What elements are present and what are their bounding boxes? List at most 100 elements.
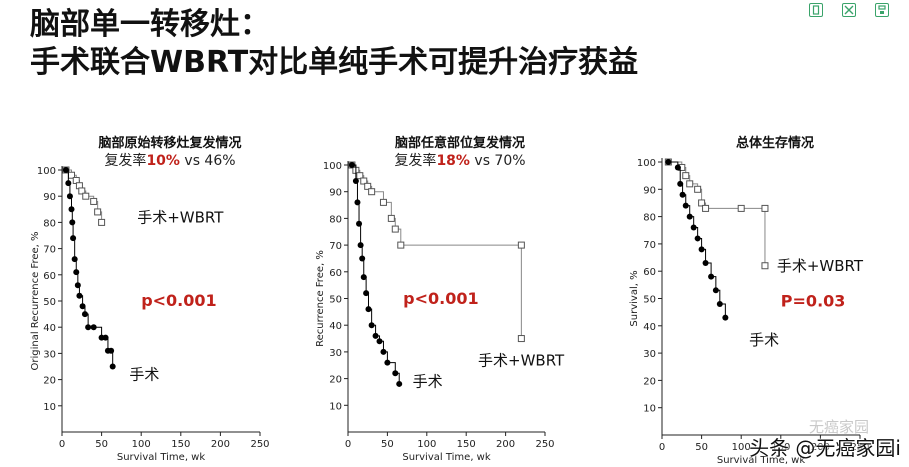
data-point-wbrt — [698, 199, 706, 207]
y-tick-label: 40 — [329, 321, 342, 332]
y-tick-label: 70 — [329, 241, 342, 252]
data-point-surgery — [694, 235, 701, 242]
y-tick-label: 30 — [329, 348, 342, 359]
x-tick-label: 50 — [695, 442, 708, 453]
save-icon[interactable] — [875, 3, 890, 17]
y-tick-label: 10 — [643, 404, 656, 415]
y-tick-label: 90 — [643, 185, 656, 196]
y-axis-label: Recurrence Free, % — [315, 250, 326, 347]
data-point-wbrt — [364, 182, 372, 190]
copy-icon[interactable] — [808, 3, 823, 17]
y-tick-label: 40 — [643, 322, 656, 333]
data-point-surgery — [396, 380, 403, 387]
y-tick-label: 50 — [643, 295, 656, 306]
data-point-surgery — [68, 206, 75, 213]
x-tick-label: 0 — [345, 439, 351, 450]
data-point-wbrt — [368, 188, 376, 196]
x-tick-label: 100 — [732, 442, 751, 453]
data-point-surgery — [679, 191, 686, 198]
data-point-wbrt — [737, 204, 745, 212]
y-tick-label: 100 — [323, 161, 342, 172]
x-tick-label: 150 — [457, 439, 476, 450]
p-value: P=0.03 — [781, 292, 846, 311]
data-point-wbrt — [387, 214, 395, 222]
data-point-wbrt — [397, 241, 405, 249]
data-point-surgery — [712, 287, 719, 294]
title-line-2: 手术联合WBRT对比单纯手术可提升治疗获益 — [30, 45, 639, 80]
data-point-surgery — [356, 220, 363, 227]
data-point-surgery — [690, 224, 697, 231]
y-tick-label: 60 — [43, 271, 56, 282]
data-point-surgery — [380, 348, 387, 355]
y-tick-label: 80 — [329, 214, 342, 225]
data-point-surgery — [357, 242, 364, 249]
data-point-surgery — [363, 290, 370, 297]
series-line-wbrt — [351, 164, 522, 339]
data-point-surgery — [359, 255, 366, 262]
series-label: 手术+WBRT — [777, 257, 864, 275]
data-point-surgery — [66, 193, 73, 200]
data-point-wbrt — [356, 172, 364, 180]
data-point-surgery — [716, 300, 723, 307]
y-tick-label: 60 — [329, 268, 342, 279]
series-label: 手术 — [413, 373, 443, 391]
data-point-surgery — [677, 180, 684, 187]
data-point-wbrt — [682, 172, 690, 180]
data-point-surgery — [368, 322, 375, 329]
data-point-surgery — [682, 202, 689, 209]
x-tick-label: 50 — [95, 439, 108, 450]
data-point-surgery — [79, 303, 86, 310]
x-tick-label: 100 — [417, 439, 436, 450]
data-point-wbrt — [517, 241, 525, 249]
data-point-surgery — [372, 332, 379, 339]
data-point-surgery — [76, 292, 83, 299]
y-tick-label: 20 — [329, 375, 342, 386]
x-tick-label: 200 — [496, 439, 515, 450]
data-point-surgery — [360, 274, 367, 281]
data-point-wbrt — [761, 262, 769, 270]
y-tick-label: 40 — [43, 323, 56, 334]
y-tick-label: 100 — [637, 158, 656, 169]
y-tick-label: 80 — [43, 218, 56, 229]
chart-subtitle: 复发率18% vs 70% — [394, 152, 525, 169]
data-point-wbrt — [82, 192, 90, 200]
y-axis-label: Original Recurrence Free, % — [30, 231, 41, 370]
chart-title: 脑部任意部位复发情况 — [395, 135, 525, 151]
series-label: 手术+WBRT — [137, 208, 224, 226]
x-tick-label: 50 — [381, 439, 394, 450]
data-point-wbrt — [686, 180, 694, 188]
y-tick-label: 50 — [43, 297, 56, 308]
data-point-wbrt — [391, 225, 399, 233]
x-axis-label: Survival Time, wk — [402, 452, 491, 463]
data-point-surgery — [102, 334, 109, 341]
data-point-surgery — [665, 159, 672, 165]
y-tick-label: 100 — [37, 166, 56, 177]
data-point-surgery — [62, 167, 69, 173]
toolbar — [799, 0, 899, 20]
data-point-wbrt — [694, 185, 702, 193]
y-tick-label: 90 — [329, 188, 342, 199]
y-axis-label: Survival, % — [629, 270, 640, 326]
data-point-surgery — [73, 269, 80, 276]
data-point-surgery — [686, 213, 693, 220]
y-tick-label: 20 — [43, 376, 56, 387]
data-point-surgery — [85, 324, 92, 331]
y-tick-label: 50 — [329, 295, 342, 306]
data-point-surgery — [384, 359, 391, 366]
y-tick-label: 20 — [643, 376, 656, 387]
data-point-wbrt — [702, 204, 710, 212]
watermark-faded: 无癌家园 — [808, 418, 869, 436]
y-tick-label: 10 — [329, 401, 342, 412]
data-point-surgery — [90, 324, 97, 331]
x-tick-label: 150 — [771, 442, 790, 453]
expand-icon[interactable] — [841, 3, 856, 17]
y-tick-label: 30 — [643, 349, 656, 360]
data-point-wbrt — [98, 218, 106, 226]
x-tick-label: 250 — [850, 442, 869, 453]
y-tick-label: 70 — [643, 240, 656, 251]
data-point-surgery — [352, 178, 359, 185]
data-point-surgery — [70, 235, 77, 242]
data-point-surgery — [348, 162, 355, 168]
series-line-surgery — [351, 164, 400, 384]
data-point-surgery — [74, 282, 81, 289]
